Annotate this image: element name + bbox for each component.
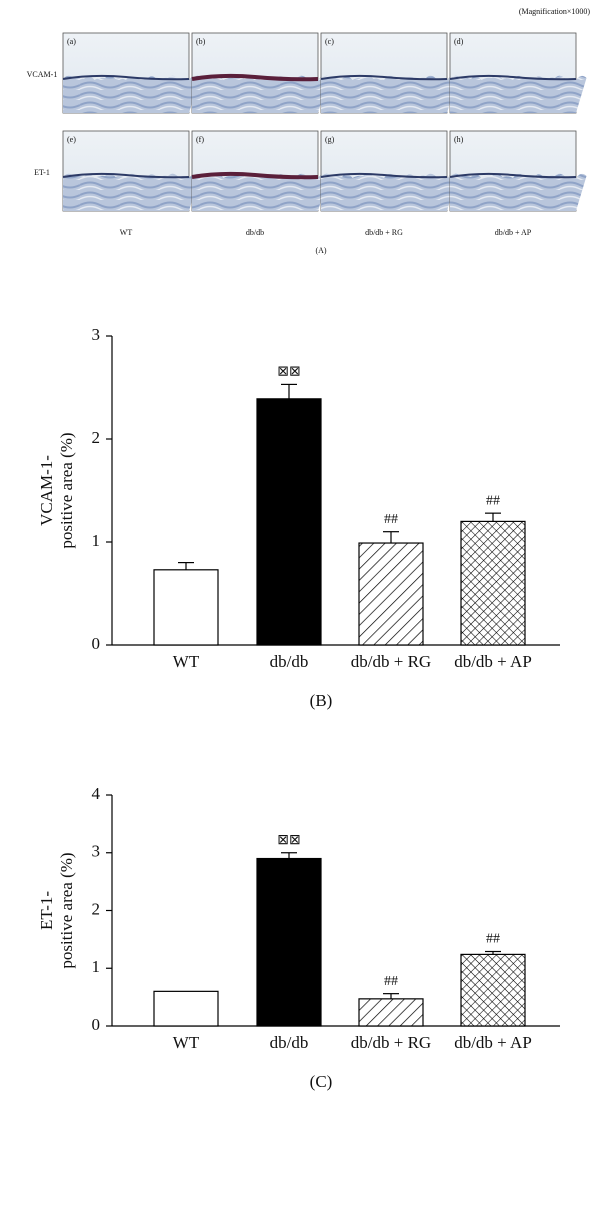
endothelium [62, 74, 190, 81]
y-tick-label: 4 [92, 784, 101, 803]
endothelium [449, 172, 577, 179]
bar [256, 398, 322, 646]
bar [153, 569, 219, 646]
significance-mark: ## [486, 932, 500, 947]
endothelium [449, 74, 577, 81]
panel-letter: (c) [325, 37, 334, 46]
endothelium [191, 171, 319, 180]
x-tick-label: db/db [270, 652, 309, 671]
tissue [450, 173, 587, 211]
bar [256, 857, 322, 1027]
y-axis-label: positive area (%) [57, 432, 76, 548]
bar [153, 990, 219, 1027]
panel-caption: (A) [315, 246, 326, 255]
x-tick-label: db/db [270, 1033, 309, 1052]
bar [460, 520, 526, 646]
endothelium [62, 172, 190, 179]
panel-letter: (h) [454, 135, 464, 144]
bar [358, 998, 424, 1027]
y-tick-label: 3 [92, 842, 101, 861]
panel-letter: (b) [196, 37, 206, 46]
tissue [450, 75, 587, 113]
row-label: VCAM-1 [27, 70, 58, 79]
significance-mark: ## [384, 512, 398, 527]
x-tick-label: db/db + RG [351, 1033, 431, 1052]
x-tick-label: db/db + RG [351, 652, 431, 671]
y-tick-label: 0 [92, 1015, 101, 1034]
y-tick-label: 3 [92, 325, 101, 344]
y-tick-label: 2 [92, 899, 101, 918]
column-label: db/db + AP [495, 228, 532, 237]
x-tick-label: db/db + AP [454, 1033, 532, 1052]
y-tick-label: 0 [92, 634, 101, 653]
significance-mark: ## [384, 974, 398, 989]
column-label: db/db + RG [365, 228, 403, 237]
column-label: WT [120, 228, 133, 237]
panel-letter: (f) [196, 135, 204, 144]
panel-letter: (a) [67, 37, 76, 46]
tissue [321, 75, 458, 113]
endothelium [320, 74, 448, 81]
tissue [63, 75, 200, 113]
tissue [63, 173, 200, 211]
panel-letter: (d) [454, 37, 464, 46]
y-axis-label: VCAM-1- [37, 455, 56, 526]
y-tick-label: 1 [92, 531, 101, 550]
significance-mark: ⊠⊠ [277, 833, 300, 848]
tissue [192, 75, 329, 113]
y-tick-label: 2 [92, 428, 101, 447]
column-label: db/db [246, 228, 264, 237]
magnification: (Magnification×1000) [519, 7, 590, 16]
tissue [192, 173, 329, 211]
panel-letter: (g) [325, 135, 335, 144]
row-label: ET-1 [34, 168, 50, 177]
y-tick-label: 1 [92, 957, 101, 976]
significance-mark: ⊠⊠ [277, 365, 300, 380]
tissue [321, 173, 458, 211]
y-axis-label: ET-1- [37, 891, 56, 930]
y-axis-label: positive area (%) [57, 852, 76, 968]
endothelium [320, 172, 448, 179]
panel-caption: (B) [310, 691, 333, 710]
endothelium [191, 73, 319, 82]
x-tick-label: WT [173, 652, 200, 671]
bar [460, 953, 526, 1027]
panel-caption: (C) [310, 1072, 333, 1091]
x-tick-label: WT [173, 1033, 200, 1052]
x-tick-label: db/db + AP [454, 652, 532, 671]
bar [358, 542, 424, 646]
significance-mark: ## [486, 493, 500, 508]
panel-letter: (e) [67, 135, 76, 144]
